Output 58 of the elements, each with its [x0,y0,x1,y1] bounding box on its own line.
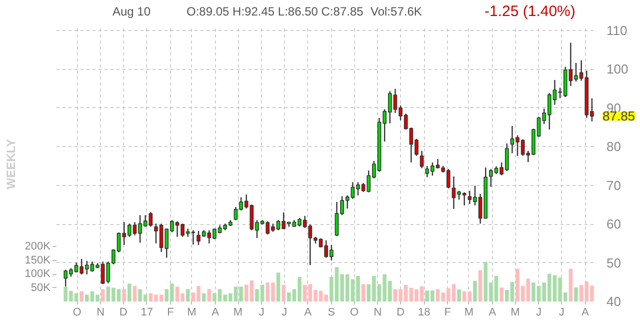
x-tick-label: D [119,306,128,318]
y-tick-label: 70 [606,178,621,193]
x-tick-label: O [72,306,82,318]
x-tick-label: A [488,306,497,318]
y-tick-label: 80 [606,139,621,154]
x-tick-label: J [536,306,542,318]
bar [276,272,280,302]
x-tick-label: M [187,306,196,318]
bar [500,287,504,302]
y-tick-label: 60 [606,216,621,232]
x-tick-label: A [212,306,220,318]
y-tick-label: 50 [606,255,621,270]
x-tick-label: F [444,306,452,318]
bar [128,284,132,302]
y2-tick-label: 100K [24,268,52,280]
bar [132,286,137,302]
y-tick-label: 40 [606,294,621,309]
bar [462,291,466,302]
bar [574,287,578,302]
x-tick-label: 17 [140,306,154,318]
bar [361,284,366,302]
x-tick-label: M [233,306,243,318]
bar [202,293,206,302]
x-tick-label: M [464,306,474,318]
x-tick-label: A [581,306,590,318]
x-tick-label: S [328,306,336,318]
x-tick-label: J [282,306,288,318]
x-tick-label: J [558,306,564,318]
bar [100,289,105,302]
bar [457,289,461,302]
bar [473,280,477,302]
text: -1.25 (1.40%) [484,3,576,20]
x-tick-label: M [510,306,520,318]
bar [568,268,573,302]
bar [478,270,482,302]
x-tick-label: J [258,306,264,318]
y-tick-label: 110 [606,22,628,38]
text: O:89.05 H:92.45 L:86.50 C:87.85 [186,4,364,18]
x-tick-label: D [396,306,405,318]
y2-tick-label: 150K [24,254,52,266]
text: Vol:57.6K [370,4,422,18]
y2-tick-label: 50K [30,282,52,294]
x-tick-label: N [374,306,382,318]
x-tick-label: A [304,306,312,318]
x-tick-label: 18 [418,306,430,318]
bar [186,289,190,302]
bar [122,289,126,302]
y2-tick-label: 200K [24,240,52,252]
text: Aug 10 [112,4,151,18]
x-tick-label: O [350,306,359,318]
bar [468,291,472,302]
x-tick-label: F [167,306,174,318]
bar [207,289,212,302]
x-tick-label: N [96,306,105,318]
y-tick-label: 100 [606,62,628,77]
bar [282,284,286,302]
candlestick [420,150,424,169]
bar [80,291,84,302]
